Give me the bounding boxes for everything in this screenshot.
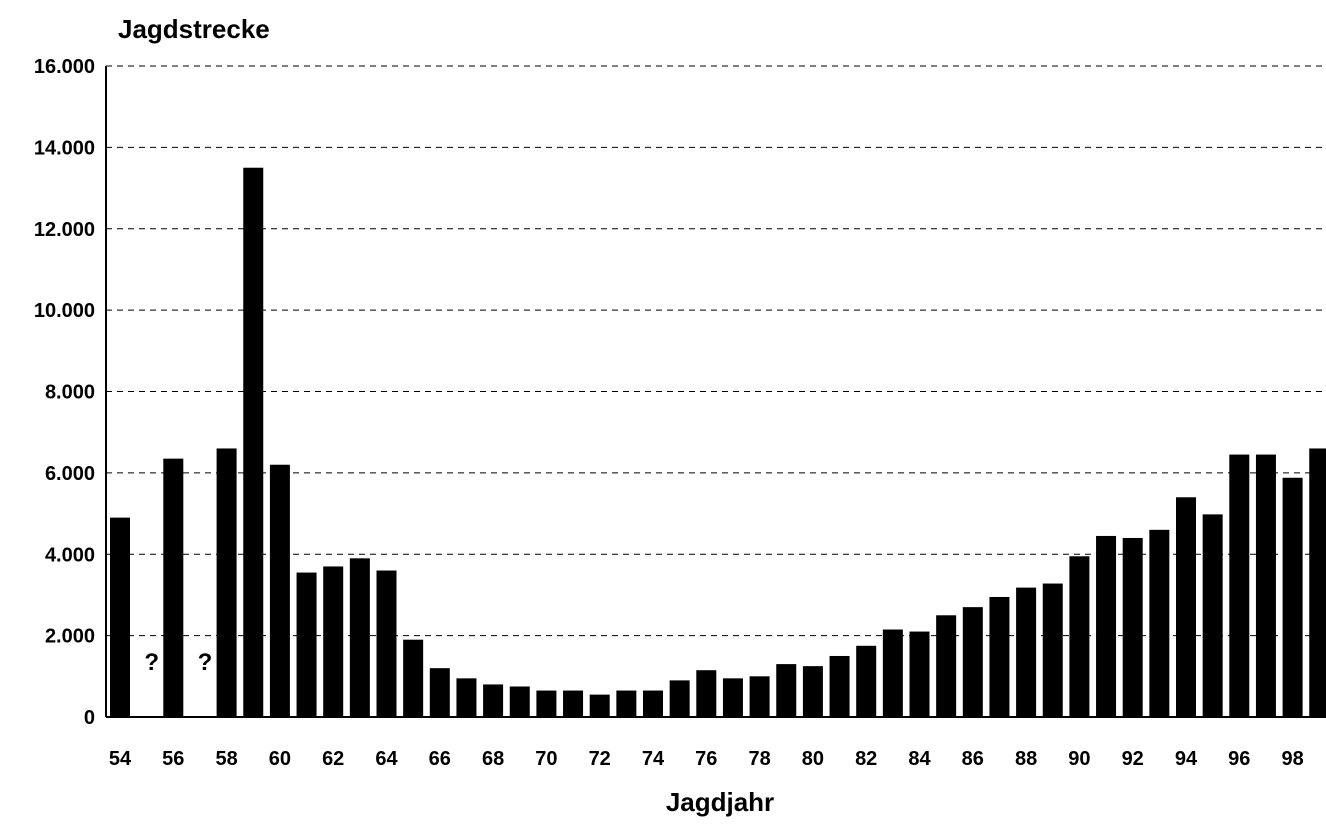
bar-81 bbox=[829, 655, 850, 717]
x-tick-label: 56 bbox=[162, 748, 184, 770]
bar-76 bbox=[696, 670, 717, 717]
x-tick-label: 62 bbox=[322, 748, 344, 770]
bar-66 bbox=[429, 668, 450, 717]
x-tick-label: 96 bbox=[1228, 748, 1250, 770]
x-tick-labels: 54 56 58 60 62 64 66 68 70 72 74 76 78 80 82 84 86 88 90 92… bbox=[109, 748, 1304, 770]
x-tick-label: 80 bbox=[802, 748, 824, 770]
bar-71 bbox=[563, 690, 584, 717]
bar-75 bbox=[669, 680, 690, 717]
bar-79 bbox=[776, 664, 797, 717]
bar-97 bbox=[1255, 454, 1276, 717]
bar-60 bbox=[269, 464, 290, 717]
x-tick-label: 92 bbox=[1122, 748, 1144, 770]
bar-98 bbox=[1282, 477, 1303, 717]
bar-74 bbox=[643, 690, 663, 717]
missing-data-annotation: ? bbox=[198, 649, 213, 676]
bar-65 bbox=[403, 639, 424, 717]
annotations: ?? bbox=[144, 649, 212, 676]
missing-data-annotation: ? bbox=[144, 649, 159, 676]
y-tick-label: 6.000 bbox=[45, 463, 95, 485]
bar-63 bbox=[349, 558, 370, 717]
bar-87 bbox=[989, 596, 1010, 717]
bar-82 bbox=[856, 645, 877, 717]
bar-90 bbox=[1069, 556, 1090, 717]
bar-99 bbox=[1309, 448, 1326, 717]
bar-72 bbox=[589, 694, 610, 717]
x-tick-label: 58 bbox=[215, 748, 237, 770]
bar-83 bbox=[882, 629, 903, 717]
bar-64 bbox=[376, 570, 397, 717]
x-tick-label: 98 bbox=[1281, 748, 1303, 770]
x-tick-label: 74 bbox=[642, 748, 665, 770]
bar-61 bbox=[296, 572, 317, 717]
gridlines bbox=[106, 65, 1326, 637]
y-tick-label: 12.000 bbox=[34, 219, 95, 241]
x-tick-label: 84 bbox=[908, 748, 931, 770]
x-tick-label: 54 bbox=[109, 748, 132, 770]
x-tick-label: 88 bbox=[1015, 748, 1037, 770]
bars bbox=[110, 167, 1326, 717]
x-axis-title: Jagdjahr bbox=[666, 787, 774, 817]
bar-94 bbox=[1176, 497, 1196, 717]
bar-77 bbox=[722, 678, 743, 717]
bar-91 bbox=[1096, 535, 1117, 717]
y-tick-label: 0 bbox=[84, 707, 95, 729]
bar-84 bbox=[909, 631, 930, 717]
bar-56 bbox=[163, 458, 184, 717]
y-axis-title: Jagdstrecke bbox=[118, 14, 270, 44]
bar-69 bbox=[509, 686, 530, 717]
y-tick-label: 16.000 bbox=[34, 56, 95, 78]
y-tick-label: 8.000 bbox=[45, 382, 95, 404]
x-tick-label: 64 bbox=[375, 748, 398, 770]
bar-92 bbox=[1122, 537, 1143, 717]
bar-54 bbox=[110, 517, 130, 717]
bar-62 bbox=[323, 566, 344, 717]
x-tick-label: 66 bbox=[429, 748, 451, 770]
x-tick-label: 60 bbox=[269, 748, 291, 770]
x-tick-label: 94 bbox=[1175, 748, 1198, 770]
bar-95 bbox=[1202, 514, 1223, 717]
bar-93 bbox=[1149, 529, 1170, 717]
y-tick-label: 10.000 bbox=[34, 300, 95, 322]
x-tick-label: 76 bbox=[695, 748, 717, 770]
x-tick-label: 90 bbox=[1068, 748, 1090, 770]
bar-80 bbox=[802, 666, 823, 717]
bar-88 bbox=[1016, 587, 1037, 717]
bar-68 bbox=[483, 684, 504, 717]
bar-89 bbox=[1042, 583, 1063, 717]
bar-73 bbox=[616, 690, 637, 717]
y-tick-label: 2.000 bbox=[45, 626, 95, 648]
x-tick-label: 70 bbox=[535, 748, 557, 770]
y-tick-label: 14.000 bbox=[34, 137, 95, 159]
bar-59 bbox=[243, 167, 264, 717]
bar-78 bbox=[749, 676, 770, 717]
y-tick-label: 4.000 bbox=[45, 544, 95, 566]
x-tick-label: 72 bbox=[589, 748, 611, 770]
x-tick-label: 82 bbox=[855, 748, 877, 770]
bar-86 bbox=[962, 607, 983, 717]
bar-70 bbox=[536, 690, 557, 717]
bar-85 bbox=[936, 615, 957, 717]
x-tick-label: 78 bbox=[748, 748, 770, 770]
x-tick-label: 86 bbox=[962, 748, 984, 770]
y-tick-labels: 0 2.000 4.000 6.000 8.000 10.000 12.000 14.000 1… bbox=[34, 56, 95, 729]
bar-67 bbox=[456, 678, 477, 717]
x-tick-label: 68 bbox=[482, 748, 504, 770]
bar-58 bbox=[216, 448, 237, 717]
bar-96 bbox=[1229, 454, 1250, 717]
